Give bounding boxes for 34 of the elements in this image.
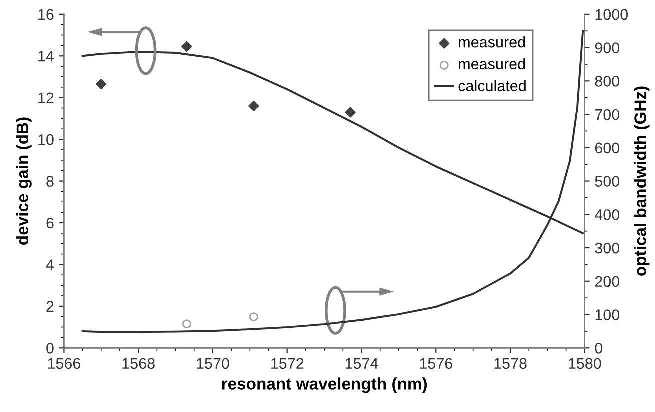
y2-tick-label: 800 <box>595 76 620 87</box>
y2-axis-title: optical bandwidth (GHz) <box>634 86 650 276</box>
y2-tick-label: 900 <box>595 42 620 54</box>
y-tick-label: 12 <box>38 92 54 104</box>
y-tick-label: 8 <box>46 176 54 187</box>
y-tick-label: 2 <box>46 301 54 312</box>
y2-tick-label: 0 <box>595 343 603 354</box>
y2-tick-label: 100 <box>596 310 620 320</box>
x-tick-label: 1570 <box>197 358 230 370</box>
y-tick-label: 16 <box>38 9 54 20</box>
y2-tick-label: 200 <box>595 276 620 288</box>
y-tick-label: 6 <box>46 218 54 229</box>
x-axis-title: resonant wavelength (nm) <box>222 378 427 394</box>
y2-tick-label: 1000 <box>596 9 628 20</box>
x-tick-label: 1574 <box>346 358 378 370</box>
y2-tick-label: 500 <box>595 176 620 187</box>
x-tick-label: 1568 <box>122 358 155 370</box>
y-axis-title: device gain (dB) <box>16 118 32 245</box>
legend-label: measured <box>459 36 526 48</box>
x-tick-label: 1578 <box>494 358 527 370</box>
y-tick-label: 10 <box>38 134 54 146</box>
y-tick-label: 14 <box>38 51 54 62</box>
y-tick-label: 0 <box>46 343 54 354</box>
x-tick-label: 1572 <box>272 358 304 370</box>
x-tick-label: 1576 <box>420 358 452 370</box>
y2-tick-label: 600 <box>595 142 620 154</box>
x-tick-label: 1580 <box>569 358 602 370</box>
x-tick-label: 1566 <box>48 358 81 370</box>
legend-label: measured <box>459 58 526 70</box>
y2-tick-label: 700 <box>595 109 620 120</box>
y-tick-label: 4 <box>46 260 54 270</box>
y2-tick-label: 300 <box>595 242 620 254</box>
y2-tick-label: 400 <box>594 210 620 220</box>
legend-label: calculated <box>458 80 526 92</box>
